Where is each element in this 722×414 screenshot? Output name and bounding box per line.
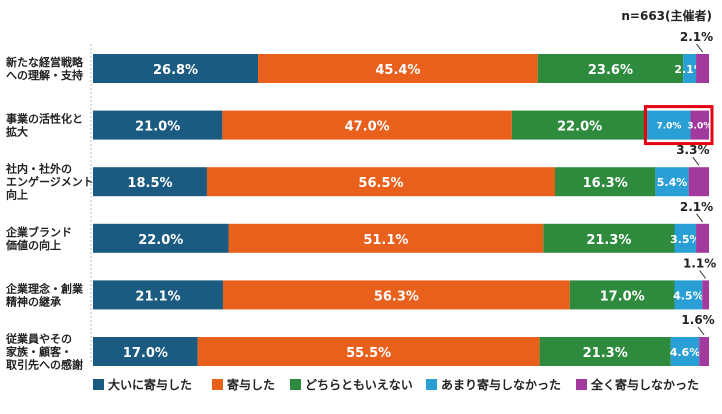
bar-segment bbox=[511, 110, 648, 140]
bar-segment bbox=[93, 167, 207, 197]
data-label: 2.1% bbox=[680, 30, 713, 44]
bar-segment bbox=[228, 223, 544, 253]
category-label: 社内・社外のエンゲージメント向上 bbox=[5, 162, 94, 202]
data-label: 5.4% bbox=[657, 176, 688, 189]
legend-label: 寄与した bbox=[227, 377, 275, 392]
category-label: 従業員やその家族・顧客・取引先への感謝 bbox=[5, 332, 83, 372]
bar-segment bbox=[222, 110, 512, 140]
data-label: 21.0% bbox=[135, 120, 180, 135]
legend-label: 全く寄与しなかった bbox=[590, 377, 699, 392]
sample-size-note: n=663(主催者) bbox=[621, 8, 712, 23]
bar-segment bbox=[93, 223, 229, 253]
bar-segment bbox=[674, 223, 697, 253]
category-label: 企業ブランド価値の向上 bbox=[5, 225, 72, 252]
data-label: 17.0% bbox=[123, 346, 168, 361]
callout-leader bbox=[696, 213, 703, 223]
bar-segment bbox=[569, 280, 675, 310]
bar-segment bbox=[539, 337, 671, 366]
callouts: 2.1% 3.3% 2.1% 1.1% 1.6% bbox=[676, 30, 716, 336]
legend-swatch bbox=[290, 379, 301, 390]
bar-segment bbox=[537, 54, 684, 83]
data-label: 7.0% bbox=[656, 122, 681, 132]
bar-segment bbox=[93, 337, 198, 366]
data-label: 3.5% bbox=[670, 233, 701, 246]
legend-label: あまり寄与しなかった bbox=[441, 377, 561, 392]
data-label: 16.3% bbox=[583, 176, 628, 191]
bar-segment bbox=[655, 167, 689, 197]
bar-segment bbox=[93, 280, 223, 310]
legend-swatch bbox=[576, 379, 587, 390]
callout-leader bbox=[696, 43, 703, 53]
legend-swatch bbox=[93, 379, 104, 390]
data-label: 1.6% bbox=[681, 313, 714, 327]
legend-label: どちらともいえない bbox=[305, 378, 413, 392]
data-label: 56.3% bbox=[374, 289, 419, 304]
data-label: 26.8% bbox=[153, 63, 198, 78]
bar-segment bbox=[555, 167, 656, 197]
data-label: 45.4% bbox=[375, 63, 420, 78]
data-label: 21.3% bbox=[583, 346, 628, 361]
bar-segment bbox=[688, 167, 709, 197]
data-label: 21.1% bbox=[135, 289, 180, 304]
legend: 大いに寄与した 寄与した どちらともいえない あまり寄与しなかった 全く寄与しなかった bbox=[93, 377, 699, 392]
bar-segment bbox=[699, 337, 709, 366]
callout-leader bbox=[699, 270, 707, 279]
category-label: 新たな経営戦略への理解・支持 bbox=[6, 55, 84, 82]
data-label: 3.3% bbox=[676, 143, 709, 157]
bar-segment bbox=[197, 337, 540, 366]
bar-segment bbox=[702, 280, 709, 310]
category-label: 事業の活性化と拡大 bbox=[6, 112, 83, 139]
data-label: 17.0% bbox=[600, 289, 645, 304]
bar-segment bbox=[93, 110, 223, 140]
data-label: 4.6% bbox=[670, 346, 701, 359]
data-label: 23.6% bbox=[588, 63, 633, 78]
bar-segment bbox=[674, 280, 703, 310]
data-label: 22.0% bbox=[557, 120, 602, 135]
data-label: 3.0% bbox=[687, 122, 712, 132]
highlight-box bbox=[643, 105, 714, 146]
bar-segment bbox=[690, 110, 709, 140]
bar-segment bbox=[647, 110, 691, 140]
bar-segment bbox=[222, 280, 570, 310]
data-label: 55.5% bbox=[346, 346, 391, 361]
bar-segment bbox=[206, 167, 555, 197]
data-label: 56.5% bbox=[358, 176, 403, 191]
category-label: 企業理念・創業精神の継承 bbox=[5, 281, 84, 308]
callout-leader bbox=[692, 156, 700, 166]
bar-segment bbox=[683, 54, 697, 83]
legend-swatch bbox=[212, 379, 223, 390]
bar-segment bbox=[258, 54, 538, 83]
legend-swatch bbox=[426, 379, 437, 390]
data-label: 47.0% bbox=[345, 120, 390, 135]
data-label: 2.1% bbox=[680, 200, 713, 214]
bar-segment bbox=[696, 223, 709, 253]
bars: 26.8% 45.4% 23.6% 2.1% 21.0% 47.0% 22.0% 7.0% 3.… bbox=[90, 44, 714, 366]
category-labels: 新たな経営戦略への理解・支持事業の活性化と拡大社内・社外のエンゲージメント向上企… bbox=[5, 55, 94, 372]
data-label: 18.5% bbox=[127, 176, 172, 191]
data-label: 4.5% bbox=[673, 289, 704, 302]
data-label: 51.1% bbox=[363, 233, 408, 248]
callout-leader bbox=[697, 326, 705, 336]
bar-segment bbox=[93, 54, 259, 83]
bar-segment bbox=[670, 337, 700, 366]
data-label: 21.3% bbox=[586, 233, 631, 248]
bar-segment bbox=[696, 54, 709, 83]
legend-label: 大いに寄与した bbox=[108, 377, 192, 392]
data-label: 22.0% bbox=[138, 233, 183, 248]
data-label: 1.1% bbox=[683, 256, 716, 270]
bar-segment bbox=[543, 223, 675, 253]
